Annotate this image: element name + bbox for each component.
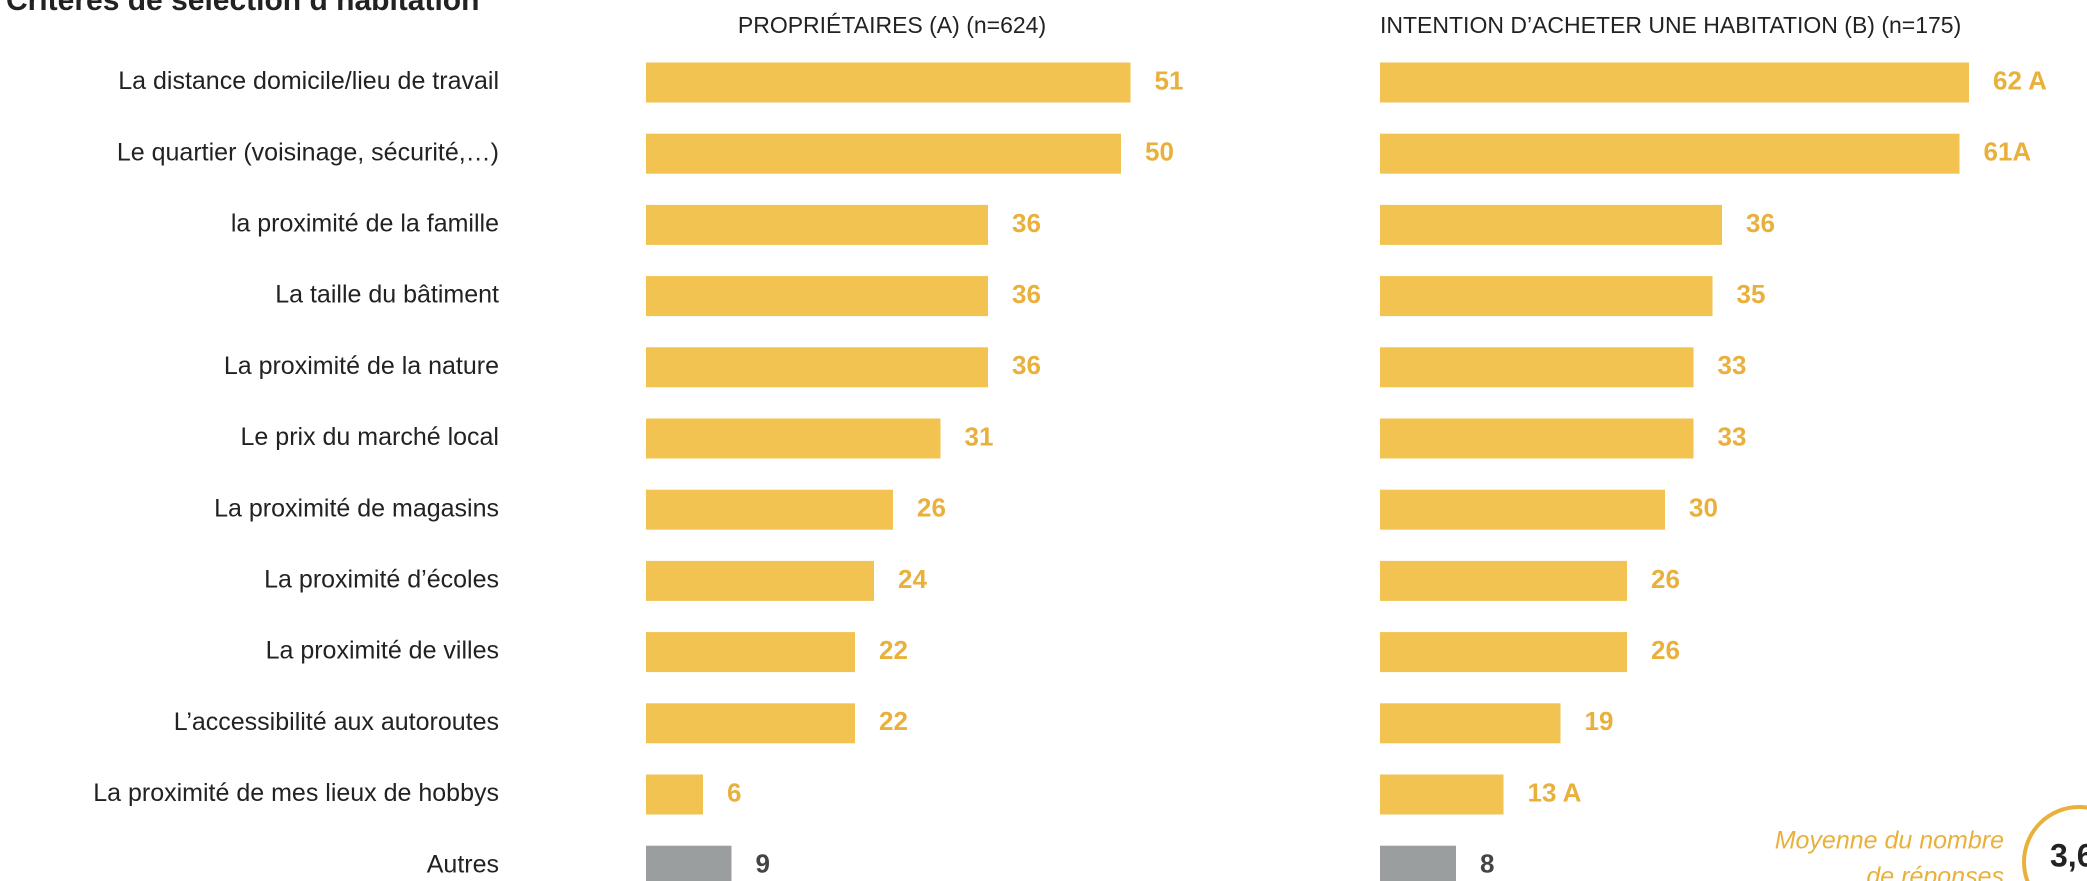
value-label: 62 A <box>1993 65 2047 95</box>
value-label: 51 <box>1155 65 1184 95</box>
value-label: 50 <box>1145 137 1174 167</box>
value-label: 6 <box>727 777 741 807</box>
annotation-text: de réponses <box>1866 863 2004 881</box>
category-label: Le prix du marché local <box>241 423 499 451</box>
value-label: 36 <box>1012 279 1041 309</box>
category-label: La proximité d’écoles <box>264 566 499 594</box>
bar <box>1380 632 1627 673</box>
value-label: 19 <box>1585 706 1614 736</box>
category-label: La proximité de mes lieux de hobbys <box>93 779 499 807</box>
value-label: 36 <box>1012 350 1041 380</box>
annotation-value: 3,6 <box>2050 837 2087 873</box>
bar <box>646 774 703 815</box>
category-label: La proximité de magasins <box>214 494 499 522</box>
bar <box>1380 276 1713 317</box>
bar <box>1380 489 1665 530</box>
bar <box>1380 418 1694 459</box>
bar <box>1380 703 1561 744</box>
value-label: 26 <box>1651 564 1680 594</box>
category-label: Le quartier (voisinage, sécurité,…) <box>117 138 499 166</box>
bar <box>646 418 941 459</box>
category-label: La distance domicile/lieu de travail <box>118 67 499 95</box>
bar <box>646 560 874 601</box>
value-label: 31 <box>965 421 994 451</box>
category-label: La proximité de villes <box>266 637 499 665</box>
category-label: La taille du bâtiment <box>275 281 499 309</box>
category-label: L’accessibilité aux autoroutes <box>174 708 499 736</box>
value-label: 24 <box>898 564 927 594</box>
bar <box>646 276 988 317</box>
bar <box>646 204 988 245</box>
bar <box>646 347 988 388</box>
value-label: 22 <box>879 635 908 665</box>
value-label: 26 <box>917 493 946 523</box>
value-label: 26 <box>1651 635 1680 665</box>
bar <box>1380 347 1694 388</box>
annotation-circle <box>2022 805 2087 881</box>
bar <box>646 133 1121 174</box>
bar <box>1380 560 1627 601</box>
value-label: 35 <box>1737 279 1766 309</box>
value-label: 33 <box>1718 350 1747 380</box>
bar <box>1380 62 1969 103</box>
bar <box>646 703 855 744</box>
annotation-text: Moyenne du nombre <box>1775 827 2004 855</box>
chart-title: Critères de sélection d’habitation <box>6 0 479 17</box>
bar <box>1380 774 1504 815</box>
panel-header: INTENTION D’ACHETER UNE HABITATION (B) (… <box>1380 12 1961 38</box>
value-label: 36 <box>1746 208 1775 238</box>
value-label: 33 <box>1718 421 1747 451</box>
value-label: 22 <box>879 706 908 736</box>
category-label: la proximité de la famille <box>231 210 499 238</box>
value-label: 9 <box>756 849 770 879</box>
value-label: 36 <box>1012 208 1041 238</box>
panel-header: PROPRIÉTAIRES (A) (n=624) <box>738 12 1046 38</box>
bar <box>646 632 855 673</box>
category-label: La proximité de la nature <box>224 352 499 380</box>
category-label: Autres <box>427 850 499 878</box>
bar <box>646 62 1131 103</box>
value-label: 61A <box>1984 137 2032 167</box>
bar <box>1380 133 1960 174</box>
value-label: 8 <box>1480 849 1494 879</box>
bar <box>1380 204 1722 245</box>
bar <box>1380 845 1456 881</box>
bar <box>646 845 732 881</box>
bar <box>646 489 893 530</box>
value-label: 30 <box>1689 493 1718 523</box>
value-label: 13 A <box>1528 777 1582 807</box>
